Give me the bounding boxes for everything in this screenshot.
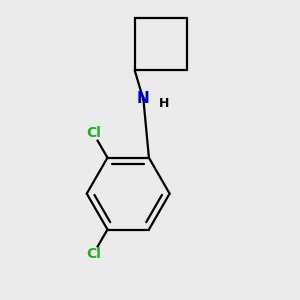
Text: N: N (137, 91, 150, 106)
Text: H: H (159, 97, 169, 110)
Text: Cl: Cl (86, 126, 101, 140)
Text: Cl: Cl (86, 247, 101, 261)
